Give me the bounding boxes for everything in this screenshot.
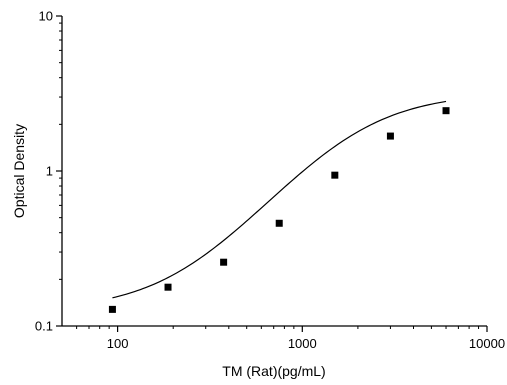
data-point (331, 171, 339, 179)
data-point (275, 219, 283, 227)
data-points (108, 107, 450, 313)
tick-labels: 100 1000 10000 0.1 1 10 (35, 9, 505, 352)
x-tick-label: 100 (107, 336, 129, 351)
y-tick-label: 0.1 (35, 319, 53, 334)
data-point (442, 107, 450, 115)
x-tick-label: 1000 (288, 336, 317, 351)
y-axis-title: Optical Density (11, 124, 27, 218)
data-point (220, 258, 228, 266)
x-tick-label: 10000 (469, 336, 505, 351)
x-axis-title: TM (Rat)(pg/mL) (222, 363, 325, 379)
tick-marks (56, 15, 488, 332)
data-point (386, 132, 394, 140)
y-tick-label: 1 (46, 164, 53, 179)
fitted-curve (112, 100, 447, 299)
y-tick-label: 10 (39, 9, 53, 24)
data-point (164, 283, 172, 291)
axes (61, 16, 487, 327)
data-point (108, 305, 116, 313)
